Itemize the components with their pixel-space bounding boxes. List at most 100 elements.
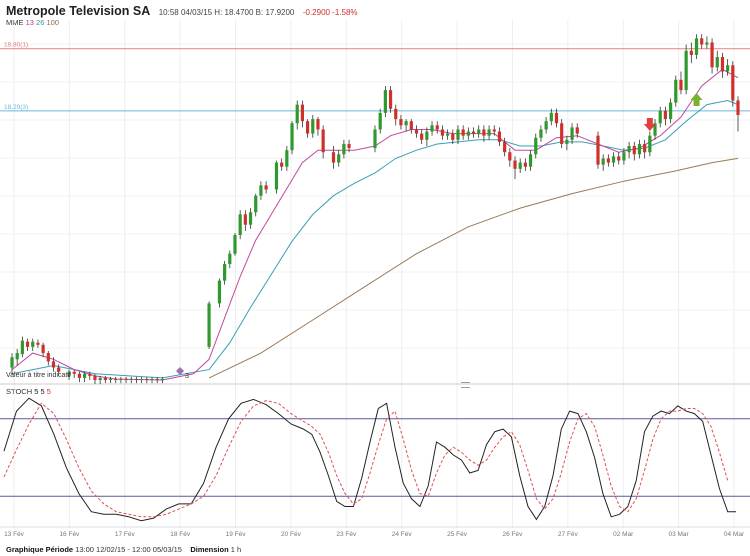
title-bar: Metropole Television SA 10:58 04/03/15 H… bbox=[6, 2, 358, 18]
candle-down bbox=[617, 156, 621, 161]
candle-up bbox=[518, 162, 522, 169]
candle-up bbox=[254, 195, 258, 213]
pane-resize-handle[interactable] bbox=[461, 382, 470, 388]
candle-down bbox=[513, 160, 517, 169]
candle-up bbox=[15, 353, 19, 360]
candle-down bbox=[736, 100, 740, 115]
candle-down bbox=[77, 373, 82, 378]
candle-up bbox=[466, 131, 470, 136]
candle-down bbox=[679, 79, 683, 91]
candle-down bbox=[300, 104, 304, 122]
candle-up bbox=[637, 143, 642, 155]
candle-down bbox=[321, 129, 325, 153]
candle-down bbox=[606, 158, 610, 163]
candle-up bbox=[648, 135, 652, 153]
x-tick-label: 02 Mar bbox=[613, 531, 634, 538]
stoch-label: STOCH bbox=[6, 387, 33, 396]
x-tick-label: 13 Fév bbox=[4, 531, 25, 538]
x-tick-label: 03 Mar bbox=[668, 531, 689, 538]
mme-period-13: 13 bbox=[25, 18, 34, 27]
candle-up bbox=[140, 378, 144, 380]
price-level-label: 18.80(1) bbox=[4, 42, 28, 49]
candle-up bbox=[373, 129, 377, 149]
indicative-value-note: Valeur à titre indicatif bbox=[6, 372, 71, 379]
candle-up bbox=[565, 139, 569, 144]
x-tick-label: 19 Fév bbox=[226, 531, 247, 538]
candle-down bbox=[155, 378, 159, 380]
candle-down bbox=[264, 185, 268, 190]
candle-down bbox=[103, 377, 107, 380]
candle-down bbox=[461, 129, 465, 136]
candle-down bbox=[492, 129, 496, 132]
candle-down bbox=[632, 146, 636, 155]
candle-down bbox=[710, 42, 714, 68]
candle-up bbox=[668, 102, 673, 120]
sell-arrow-icon bbox=[643, 118, 656, 131]
candle-down bbox=[88, 373, 92, 376]
candle-up bbox=[715, 56, 719, 68]
candle-up bbox=[150, 378, 154, 380]
ema-13-line bbox=[11, 68, 739, 381]
mme-legend: MME 13 26 100 bbox=[6, 18, 59, 27]
price-level-label: 18.20(3) bbox=[4, 104, 28, 111]
candle-up bbox=[233, 235, 237, 254]
x-tick-label: 23 Fév bbox=[336, 531, 357, 538]
candle-down bbox=[388, 90, 393, 109]
candle-up bbox=[477, 129, 481, 134]
candle-down bbox=[720, 56, 725, 72]
stoch-legend: STOCH 5 5 5 bbox=[6, 387, 51, 396]
candle-down bbox=[243, 214, 247, 225]
candle-up bbox=[570, 127, 574, 140]
candle-down bbox=[93, 375, 97, 380]
period-label: Graphique Période bbox=[6, 545, 74, 554]
annotation-badge: 3 bbox=[185, 373, 189, 380]
candle-up bbox=[295, 104, 299, 124]
candle-down bbox=[124, 378, 128, 380]
candle-down bbox=[508, 152, 512, 161]
dimension-label: Dimension bbox=[190, 545, 229, 554]
candle-up bbox=[528, 154, 533, 167]
mme-period-26: 26 bbox=[36, 18, 45, 27]
candle-up bbox=[223, 264, 227, 281]
candle-down bbox=[41, 344, 45, 354]
candle-up bbox=[217, 280, 222, 304]
candle-up bbox=[456, 129, 460, 140]
candle-up bbox=[544, 121, 548, 130]
candle-down bbox=[663, 110, 667, 120]
candle-up bbox=[694, 38, 699, 55]
candle-down bbox=[482, 129, 486, 136]
candle-up bbox=[67, 371, 71, 376]
candle-up bbox=[83, 373, 87, 378]
candle-up bbox=[238, 214, 242, 236]
candle-up bbox=[98, 377, 102, 380]
candle-down bbox=[409, 121, 413, 130]
candle-up bbox=[534, 137, 538, 155]
candle-up bbox=[31, 341, 35, 347]
candle-down bbox=[731, 65, 735, 101]
x-tick-label: 16 Fév bbox=[59, 531, 80, 538]
x-tick-label: 18 Fév bbox=[170, 531, 191, 538]
candle-down bbox=[114, 378, 118, 380]
candle-up bbox=[207, 303, 211, 347]
candle-down bbox=[51, 361, 56, 368]
candle-down bbox=[134, 378, 139, 380]
candle-down bbox=[420, 133, 424, 140]
quote-info: 10:58 04/03/15 H: 18.4700 B: 17.9200 bbox=[158, 8, 295, 17]
candle-up bbox=[274, 162, 279, 190]
mme-label: MME bbox=[6, 18, 24, 27]
candle-down bbox=[394, 108, 398, 120]
candle-down bbox=[451, 133, 455, 140]
candle-up bbox=[160, 378, 164, 380]
candle-up bbox=[549, 112, 553, 122]
candle-up bbox=[129, 378, 133, 380]
quote-change: -0.2900 -1.58% bbox=[302, 8, 358, 17]
candle-up bbox=[228, 253, 232, 265]
candle-down bbox=[46, 353, 50, 362]
candle-down bbox=[700, 38, 704, 45]
candle-up bbox=[658, 110, 662, 124]
candle-down bbox=[57, 367, 61, 372]
candle-up bbox=[259, 185, 263, 196]
candle-down bbox=[554, 112, 559, 124]
candle-down bbox=[25, 341, 30, 347]
